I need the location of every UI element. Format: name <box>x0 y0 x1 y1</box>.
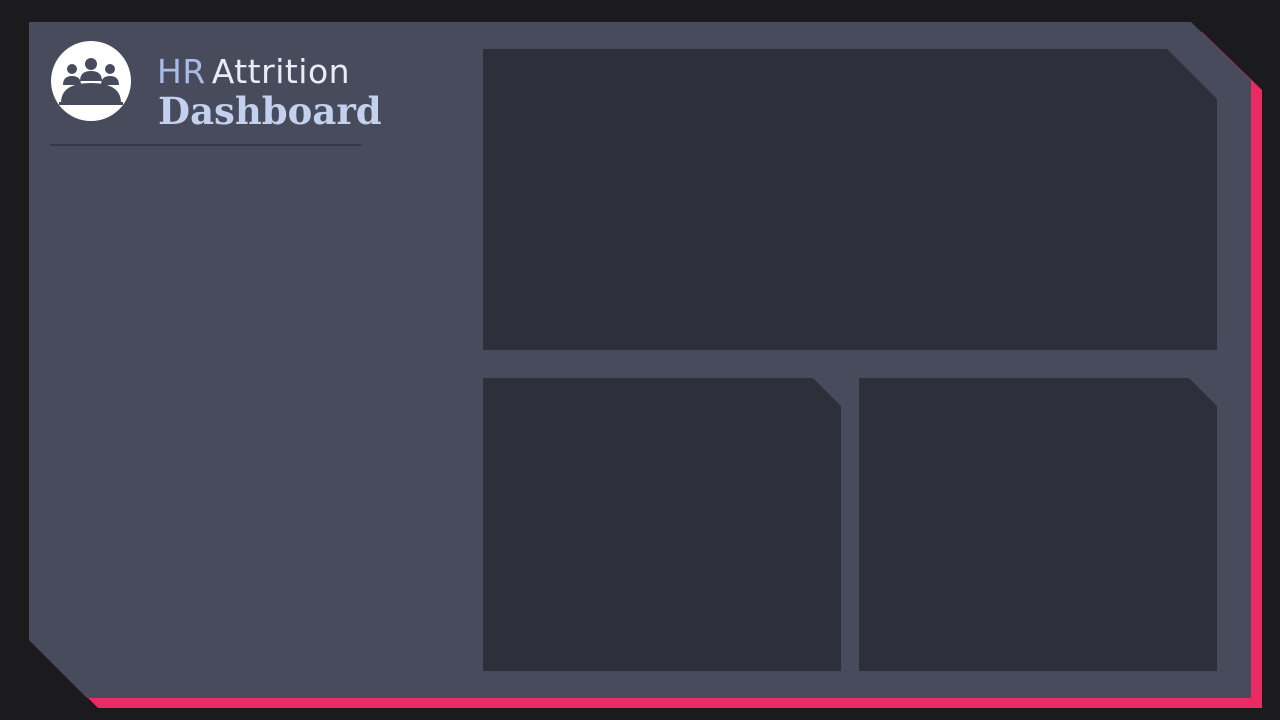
page-subtitle: Dashboard <box>158 89 382 133</box>
title-divider <box>50 144 361 146</box>
top-chart-card <box>483 49 1217 350</box>
page-title: HR Attrition <box>157 50 350 94</box>
title-hr: HR <box>157 52 206 91</box>
bottom-right-chart-card <box>859 378 1217 671</box>
bottom-left-chart-card <box>483 378 841 671</box>
people-meeting-icon <box>51 41 131 121</box>
title-attrition: Attrition <box>211 52 351 91</box>
